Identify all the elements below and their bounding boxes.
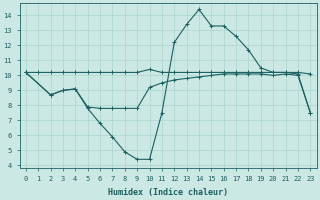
X-axis label: Humidex (Indice chaleur): Humidex (Indice chaleur) (108, 188, 228, 197)
